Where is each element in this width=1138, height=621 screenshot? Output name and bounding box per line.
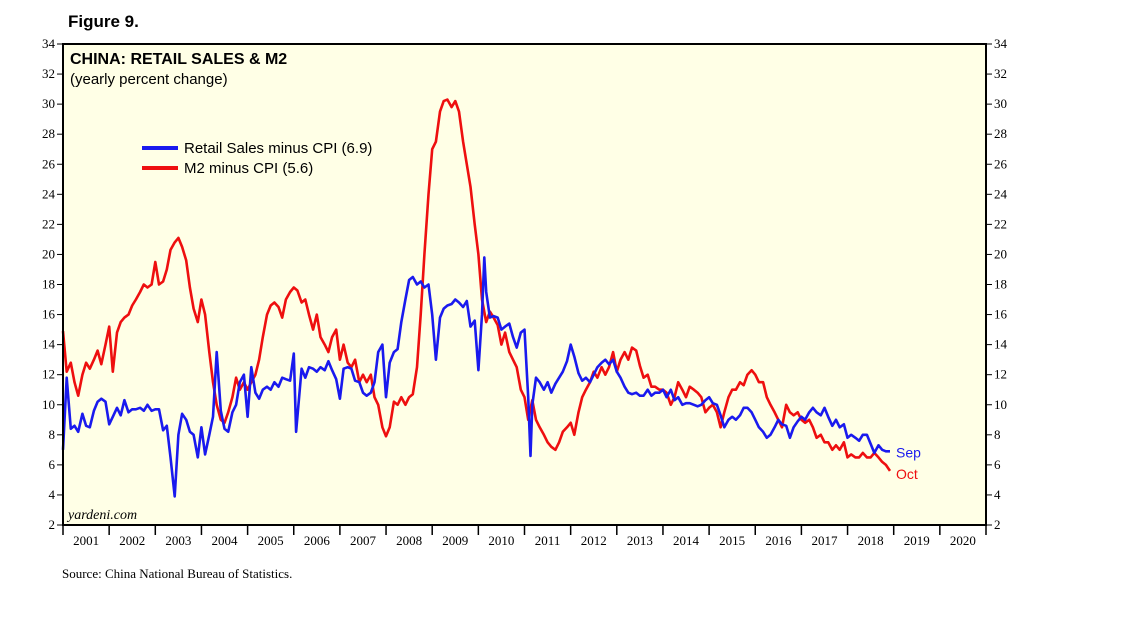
y-tick-label-right: 22 <box>994 216 1007 231</box>
y-tick-label-left: 20 <box>42 246 55 261</box>
y-tick-label-right: 16 <box>994 307 1008 322</box>
y-tick-label-left: 8 <box>49 427 56 442</box>
y-tick-label-left: 30 <box>42 96 55 111</box>
y-tick-label-left: 4 <box>49 487 56 502</box>
x-tick-label: 2013 <box>627 533 653 548</box>
y-tick-label-left: 34 <box>42 36 56 51</box>
x-tick-label: 2008 <box>396 533 422 548</box>
x-tick-label: 2019 <box>904 533 930 548</box>
end-label-m2: Oct <box>896 466 918 482</box>
y-tick-label-right: 6 <box>994 457 1001 472</box>
y-tick-label-right: 34 <box>994 36 1008 51</box>
x-tick-label: 2015 <box>719 533 745 548</box>
x-tick-label: 2002 <box>119 533 145 548</box>
x-tick-label: 2012 <box>581 533 607 548</box>
y-tick-label-left: 2 <box>49 517 56 532</box>
x-tick-label: 2018 <box>858 533 884 548</box>
series-line-retail <box>61 256 890 498</box>
y-tick-label-left: 18 <box>42 277 55 292</box>
x-tick-label: 2004 <box>212 533 239 548</box>
plot-background <box>63 44 986 525</box>
y-tick-label-right: 8 <box>994 427 1001 442</box>
figure-label: Figure 9. <box>68 12 139 31</box>
y-tick-label-left: 24 <box>42 186 56 201</box>
y-tick-label-left: 28 <box>42 126 55 141</box>
x-tick-label: 2001 <box>73 533 99 548</box>
x-tick-label: 2011 <box>535 533 561 548</box>
y-tick-label-left: 6 <box>49 457 56 472</box>
y-tick-label-left: 22 <box>42 216 55 231</box>
y-tick-label-right: 14 <box>994 337 1008 352</box>
y-tick-label-left: 32 <box>42 66 55 81</box>
legend-label-m2: M2 minus CPI (5.6) <box>184 160 313 177</box>
y-tick-label-left: 12 <box>42 367 55 382</box>
x-tick-label: 2016 <box>765 533 792 548</box>
x-tick-label: 2005 <box>258 533 284 548</box>
y-tick-label-right: 20 <box>994 246 1007 261</box>
x-tick-label: 2017 <box>811 533 838 548</box>
x-tick-label: 2003 <box>165 533 191 548</box>
y-tick-label-left: 26 <box>42 156 56 171</box>
y-tick-label-right: 10 <box>994 397 1007 412</box>
y-tick-label-right: 2 <box>994 517 1001 532</box>
y-tick-label-right: 30 <box>994 96 1007 111</box>
y-tick-label-right: 28 <box>994 126 1007 141</box>
y-tick-label-left: 16 <box>42 307 56 322</box>
x-tick-label: 2020 <box>950 533 976 548</box>
y-tick-label-right: 4 <box>994 487 1001 502</box>
end-label-retail: Sep <box>896 444 921 460</box>
x-tick-label: 2010 <box>488 533 514 548</box>
plot-frame <box>62 43 987 526</box>
x-tick-label: 2009 <box>442 533 468 548</box>
chart-subtitle: (yearly percent change) <box>70 71 228 88</box>
y-tick-label-right: 18 <box>994 277 1007 292</box>
y-tick-label-right: 26 <box>994 156 1008 171</box>
chart-title: CHINA: RETAIL SALES & M2 <box>70 51 287 68</box>
series-layer: Sep Oct <box>61 98 921 498</box>
source-note: Source: China National Bureau of Statist… <box>62 566 293 581</box>
y-tick-label-left: 14 <box>42 337 56 352</box>
y-tick-label-right: 12 <box>994 367 1007 382</box>
y-tick-label-right: 24 <box>994 186 1008 201</box>
y-tick-label-right: 32 <box>994 66 1007 81</box>
series-line-m2 <box>61 98 892 472</box>
x-tick-label: 2006 <box>304 533 331 548</box>
x-tick-label: 2007 <box>350 533 377 548</box>
watermark: yardeni.com <box>66 508 137 523</box>
x-tick-label: 2014 <box>673 533 700 548</box>
legend-label-retail: Retail Sales minus CPI (6.9) <box>184 140 372 157</box>
y-tick-label-left: 10 <box>42 397 55 412</box>
